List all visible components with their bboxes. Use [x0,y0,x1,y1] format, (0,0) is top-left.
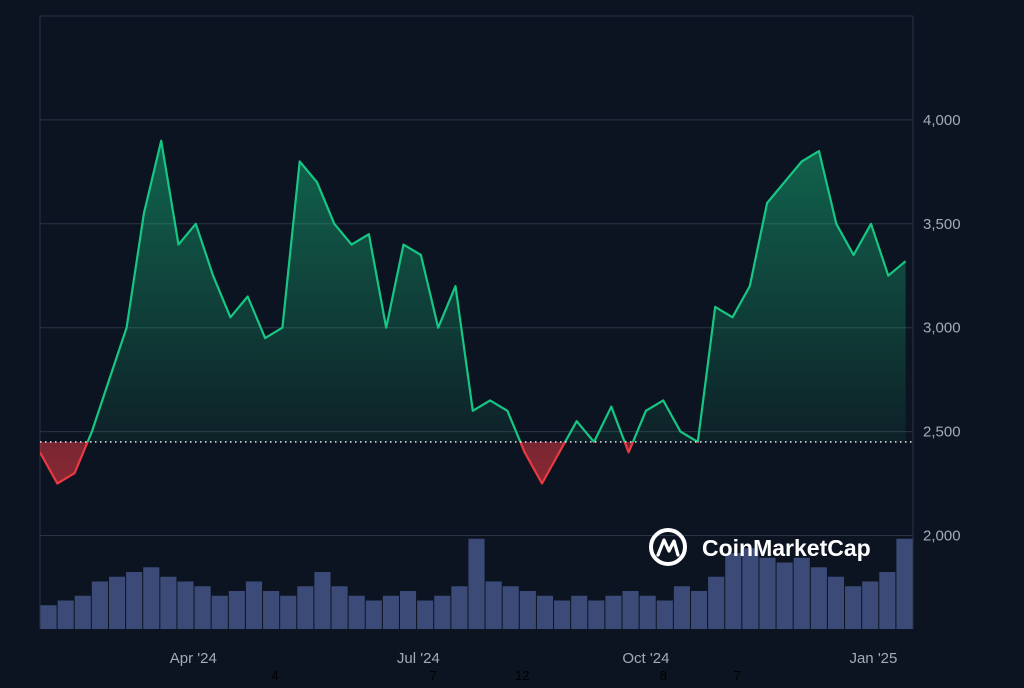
y-tick-label: 4,000 [923,112,961,129]
volume-bar [674,586,690,629]
y-axis-ticks: 2,000 2,500 3,000 3,500 4,000 [923,112,961,545]
volume-bar [246,582,262,630]
volume-bar [777,563,793,630]
volume-bar [109,577,125,629]
x-tick-label: Apr '24 [170,650,217,667]
y-tick-label: 2,000 [923,527,961,544]
x-tick-label: Jul '24 [397,650,440,667]
volume-bar [588,601,604,630]
x-tick-label: Oct '24 [622,650,669,667]
volume-bar [263,591,279,629]
volume-bar [75,596,91,629]
volume-bar [383,596,399,629]
volume-bar [332,586,348,629]
volume-bar [708,577,724,629]
volume-bar [605,596,621,629]
volume-bar [794,558,810,629]
volume-bar [177,582,193,630]
day-label: 4 [271,668,278,683]
volume-bar [280,596,296,629]
volume-bar [58,601,74,630]
volume-bar [879,572,895,629]
day-label: 12 [515,668,529,683]
volume-bar [759,558,775,629]
volume-bar [828,577,844,629]
volume-bar [520,591,536,629]
volume-bar [229,591,245,629]
day-label: 8 [660,668,667,683]
volume-bar [92,582,108,630]
volume-bar [691,591,707,629]
y-tick-label: 2,500 [923,424,961,441]
volume-bar [486,582,502,630]
volume-bar [195,586,211,629]
y-tick-label: 3,500 [923,216,961,233]
y-tick-label: 3,000 [923,320,961,337]
volume-bar [537,596,553,629]
x-axis-ticks: Apr '24 Jul '24 Oct '24 Jan '25 [170,650,898,667]
volume-bar [451,586,467,629]
volume-bar [297,586,313,629]
volume-bar [349,596,365,629]
watermark-text: CoinMarketCap [702,535,871,561]
volume-bar [160,577,176,629]
volume-bar [845,586,861,629]
volume-bar [212,596,228,629]
x-tick-label: Jan '25 [849,650,897,667]
volume-bar [41,605,57,629]
volume-bar [640,596,656,629]
day-label: 7 [734,668,741,683]
volume-bar [314,572,330,629]
day-label: 7 [430,668,437,683]
volume-bar [143,567,159,629]
volume-bar [896,539,912,629]
volume-bar [417,601,433,630]
volume-bar [862,582,878,630]
volume-bar [623,591,639,629]
volume-bar [554,601,570,630]
volume-bar [400,591,416,629]
volume-bar [503,586,519,629]
volume-bar [126,572,142,629]
volume-bar [571,596,587,629]
volume-bar [811,567,827,629]
volume-bar [657,601,673,630]
volume-day-labels: 4 7 12 8 7 [271,668,741,683]
volume-bar [434,596,450,629]
volume-bar [468,539,484,629]
volume-bar [725,553,741,629]
volume-bar [366,601,382,630]
